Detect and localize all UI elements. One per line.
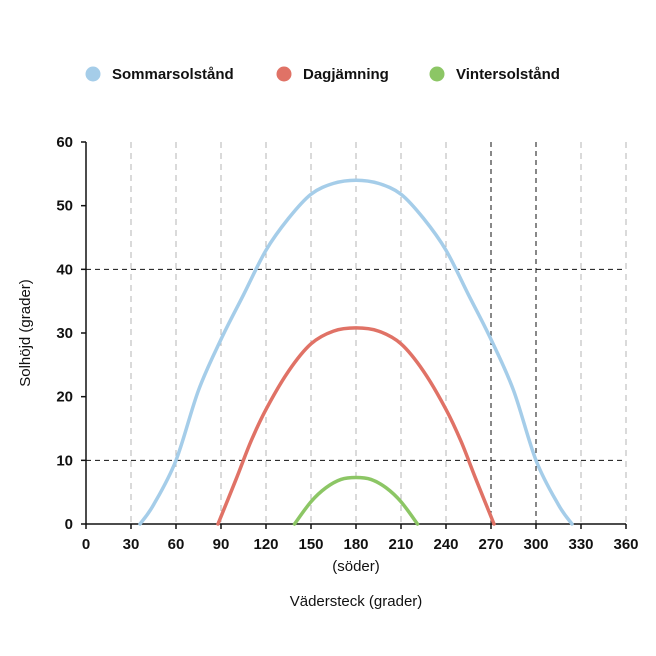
x-tick-label: 60 [168,536,185,553]
x-tick-label: 360 [613,536,638,553]
axes [81,141,627,529]
y-tick-label: 10 [56,452,73,469]
grid [86,142,627,524]
series-line-vintersolst-nd [292,475,420,526]
series-line-dagj-mning [216,326,496,526]
legend-label: Dagjämning [303,66,389,83]
series-line-sommarsolst-nd [138,178,574,526]
legend-marker [429,66,445,82]
y-tick-label: 40 [56,261,73,278]
x-axis-sublabel: (söder) [332,558,380,575]
x-axis-title: Vädersteck (grader) [290,593,423,610]
x-tick-label: 30 [123,536,140,553]
legend: Sommarsolstånd Dagjämning Vintersolstånd [85,66,560,83]
x-tick-label: 180 [343,536,368,553]
x-tick-label: 150 [298,536,323,553]
y-tick-label: 30 [56,325,73,342]
tick-labels: 0 30 60 90 120 150 180 210 240 270 300 330 360 0 10 20 3… [56,134,638,553]
x-tick-label: 270 [478,536,503,553]
x-tick-label: 300 [523,536,548,553]
x-tick-label: 330 [568,536,593,553]
y-tick-label: 60 [56,134,73,151]
y-tick-label: 50 [56,198,73,215]
y-tick-label: 20 [56,389,73,406]
series-group [138,178,574,526]
x-tick-label: 0 [82,536,90,553]
x-tick-label: 90 [213,536,230,553]
legend-label: Vintersolstånd [456,66,560,83]
legend-label: Sommarsolstånd [112,66,234,83]
x-tick-label: 120 [253,536,278,553]
y-axis-title: Solhöjd (grader) [17,279,34,387]
x-tick-label: 210 [388,536,413,553]
y-tick-label: 0 [65,516,73,533]
legend-marker [85,66,101,82]
x-tick-label: 240 [433,536,458,553]
legend-marker [276,66,292,82]
